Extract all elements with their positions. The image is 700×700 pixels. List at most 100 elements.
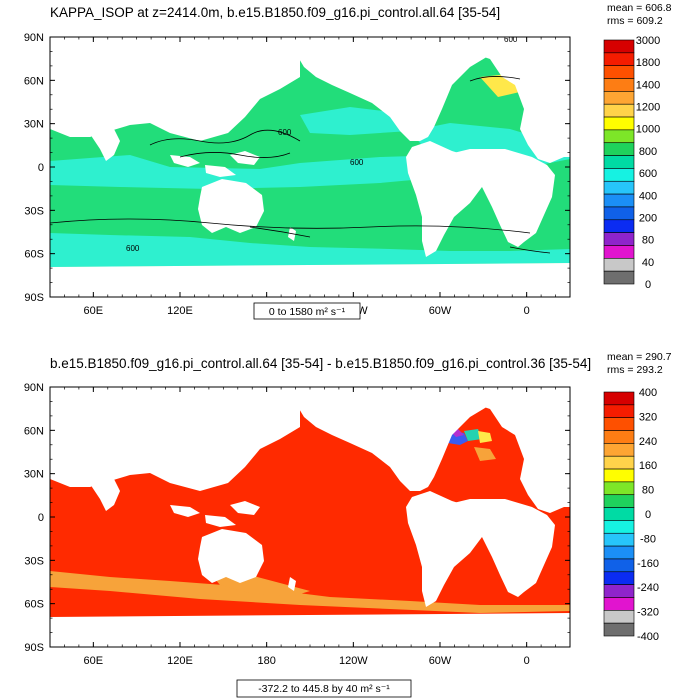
top-range-text: 0 to 1580 m² s⁻¹ <box>269 306 346 318</box>
bottom-ticks: 60E 120E 180 120W 60W 0 90N 60N 30N 0 30S 60S 90S <box>24 382 571 667</box>
colorbar-box <box>603 258 635 272</box>
colorbar-label: -320 <box>637 607 659 619</box>
colorbar-box <box>603 219 635 233</box>
colorbar-box <box>603 142 635 156</box>
x-tick-label: 120E <box>167 305 193 317</box>
y-tick-label: 0 <box>38 162 44 174</box>
top-contour-label: 600 <box>350 158 364 167</box>
colorbar-box <box>603 468 635 483</box>
colorbar-box <box>603 443 635 457</box>
colorbar-box <box>603 39 635 54</box>
colorbar-label: 800 <box>639 146 657 158</box>
y-tick-label: 60S <box>24 599 44 611</box>
colorbar-label: -80 <box>640 533 656 545</box>
y-tick-label: 60S <box>24 249 44 261</box>
bottom-map <box>50 387 570 647</box>
x-tick-label: 0 <box>524 305 530 317</box>
colorbar-box <box>603 193 635 208</box>
colorbar-box <box>603 78 635 92</box>
y-tick-label: 90S <box>24 642 44 654</box>
bottom-mean: mean = 290.7 <box>607 351 672 363</box>
colorbar-label: 40 <box>642 257 654 269</box>
colorbar-label: 0 <box>645 279 651 291</box>
colorbar-label: 1200 <box>636 102 660 114</box>
colorbar-box <box>603 206 635 221</box>
colorbar-box <box>603 494 635 508</box>
y-tick-label: 60N <box>24 75 44 87</box>
x-tick-label: 0 <box>524 655 530 667</box>
colorbar-label: 240 <box>639 436 657 448</box>
colorbar-label: 320 <box>639 411 657 423</box>
colorbar-box <box>603 417 635 431</box>
top-title: KAPPA_ISOP at z=2414.0m, b.e15.B1850.f09… <box>50 5 500 20</box>
colorbar-box <box>603 116 635 131</box>
colorbar-box <box>603 430 635 444</box>
colorbar-label: 1400 <box>636 79 660 91</box>
colorbar-box <box>603 91 635 105</box>
top-map: 600 600 600 600 <box>50 35 570 297</box>
colorbar-label: 200 <box>639 212 657 224</box>
x-tick-label: 60E <box>84 655 104 667</box>
colorbar-label: -240 <box>637 582 659 594</box>
x-tick-label: 120W <box>339 655 368 667</box>
top-rms: rms = 609.2 <box>607 15 663 27</box>
y-tick-label: 90N <box>24 382 44 394</box>
colorbar-box <box>603 391 635 406</box>
y-tick-label: 90N <box>24 32 44 44</box>
colorbar-label: -160 <box>637 558 659 570</box>
colorbar-box <box>603 404 635 418</box>
colorbar-label: 600 <box>639 168 657 180</box>
colorbar-box <box>603 232 635 246</box>
y-tick-label: 90S <box>24 292 44 304</box>
colorbar-box <box>603 481 635 496</box>
colorbar-box <box>603 65 635 79</box>
top-contour-label: 600 <box>278 128 292 137</box>
colorbar-box <box>603 571 635 585</box>
colorbar-box <box>603 168 635 182</box>
bottom-colorbar: 400 320 240 160 80 0 -80 -160 -240 -320 -400 <box>603 387 659 643</box>
colorbar-label: 80 <box>642 235 654 247</box>
colorbar-box <box>603 455 635 470</box>
x-tick-label: 60W <box>429 305 452 317</box>
top-panel: KAPPA_ISOP at z=2414.0m, b.e15.B1850.f09… <box>24 2 672 320</box>
y-tick-label: 30N <box>24 119 44 131</box>
bottom-range-text: -372.2 to 445.8 by 40 m² s⁻¹ <box>258 683 390 695</box>
colorbar-box <box>603 507 635 521</box>
colorbar-box <box>603 597 635 611</box>
colorbar-box <box>603 558 635 573</box>
y-tick-label: 30S <box>24 205 44 217</box>
colorbar-box <box>603 520 635 534</box>
colorbar-box <box>603 610 635 624</box>
x-tick-label: 180 <box>257 655 275 667</box>
colorbar-label: 1800 <box>636 57 660 69</box>
y-tick-label: 30S <box>24 555 44 567</box>
colorbar-box <box>603 129 635 144</box>
y-tick-label: 30N <box>24 469 44 481</box>
colorbar-label: 1000 <box>636 124 660 136</box>
top-contour-label: 600 <box>504 35 518 44</box>
colorbar-box <box>603 52 635 66</box>
colorbar-label: 80 <box>642 485 654 497</box>
y-tick-label: 0 <box>38 512 44 524</box>
y-tick-label: 60N <box>24 425 44 437</box>
colorbar-box <box>603 532 635 547</box>
colorbar-box <box>603 545 635 560</box>
x-tick-label: 120E <box>167 655 193 667</box>
colorbar-box <box>603 103 635 118</box>
bottom-range-box: -372.2 to 445.8 by 40 m² s⁻¹ <box>236 679 412 698</box>
bottom-rms: rms = 293.2 <box>607 364 663 376</box>
bottom-panel: b.e15.B1850.f09_g16.pi_control.all.64 [3… <box>24 351 672 698</box>
colorbar-label: 160 <box>639 460 657 472</box>
colorbar-box <box>603 245 635 259</box>
colorbar-box <box>603 180 635 195</box>
colorbar-label: 400 <box>639 190 657 202</box>
colorbar-label: 400 <box>639 387 657 399</box>
x-tick-label: 60W <box>429 655 452 667</box>
colorbar-box <box>603 584 635 598</box>
colorbar-box <box>603 270 635 285</box>
x-tick-label: 60E <box>84 305 104 317</box>
bottom-title: b.e15.B1850.f09_g16.pi_control.all.64 [3… <box>50 356 591 371</box>
top-mean: mean = 606.8 <box>607 2 672 14</box>
